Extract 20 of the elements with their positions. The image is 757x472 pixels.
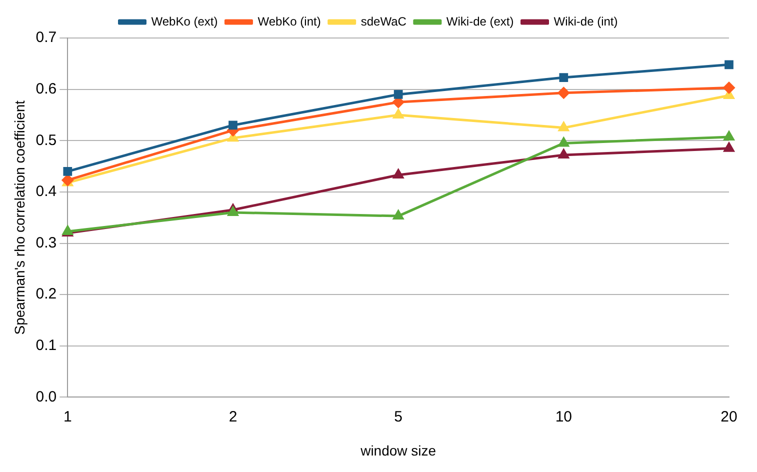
y-tick-label: 0.6	[36, 80, 57, 98]
y-axis-title: Spearman's rho correlation coefficient	[11, 100, 28, 335]
legend-label: sdeWaC	[360, 14, 407, 28]
y-tick-label: 0.4	[36, 183, 57, 200]
x-tick-label: 1	[63, 408, 72, 426]
legend-label: WebKo (int)	[258, 14, 321, 28]
x-axis-title: window size	[360, 442, 436, 458]
x-tick-label: 20	[720, 408, 738, 426]
y-tick-label: 0.7	[36, 29, 57, 46]
y-tick-label: 0.5	[36, 132, 57, 149]
y-tick-label: 0.2	[36, 286, 57, 303]
x-tick-label: 5	[394, 408, 402, 426]
y-tick-label: 0.3	[36, 234, 57, 252]
legend-label: Wiki-de (int)	[554, 14, 618, 28]
legend-label: Wiki-de (ext)	[446, 14, 514, 28]
y-tick-label: 0.0	[36, 388, 57, 406]
legend-label: WebKo (ext)	[151, 14, 218, 28]
y-tick-label: 0.1	[36, 337, 57, 354]
x-tick-label: 2	[228, 408, 238, 426]
x-tick-label: 10	[555, 408, 572, 426]
